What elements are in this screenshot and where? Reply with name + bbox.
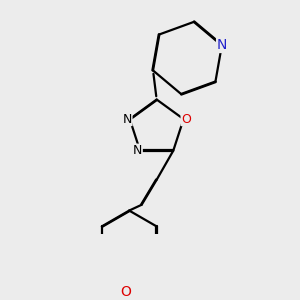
- Text: N: N: [123, 112, 132, 126]
- Text: O: O: [120, 285, 131, 299]
- Text: N: N: [217, 38, 227, 52]
- Text: N: N: [133, 144, 142, 157]
- Text: O: O: [181, 112, 191, 126]
